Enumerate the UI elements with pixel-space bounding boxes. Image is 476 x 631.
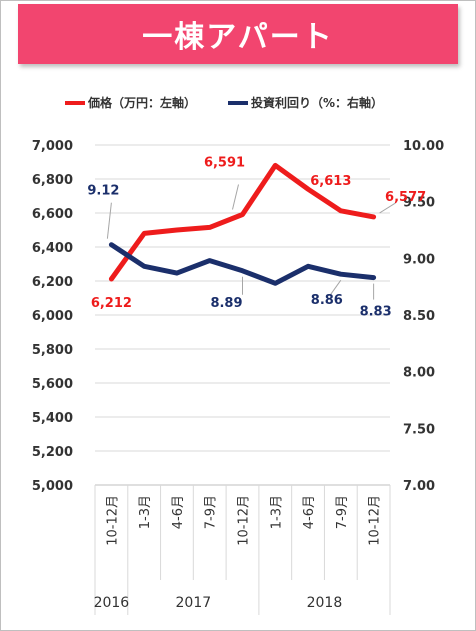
series-line — [108, 242, 377, 286]
right-tick-label: 8.50 — [403, 309, 435, 324]
right-tick-label: 10.00 — [403, 139, 444, 154]
x-tick-label: 10-12月 — [105, 495, 120, 546]
data-label: 6,613 — [310, 174, 351, 189]
series-line — [108, 162, 377, 282]
data-label: 8.89 — [210, 296, 242, 311]
data-label: 6,577 — [385, 190, 426, 205]
data-label: 6,591 — [204, 156, 245, 171]
left-tick-label: 5,600 — [32, 377, 73, 392]
data-label: 8.83 — [360, 305, 392, 320]
legend-label: 投資利回り（%：右軸） — [251, 95, 383, 110]
right-tick-label: 7.50 — [403, 422, 435, 437]
x-tick-label: 4-6月 — [171, 495, 186, 529]
x-tick-label: 7-9月 — [335, 495, 350, 529]
year-label: 2018 — [307, 595, 343, 611]
left-tick-label: 6,200 — [32, 275, 73, 290]
year-label: 2016 — [94, 595, 130, 611]
x-tick-label: 1-3月 — [269, 495, 284, 529]
data-label-leader — [106, 202, 112, 239]
left-tick-label: 5,000 — [32, 479, 73, 494]
data-label: 6,212 — [91, 296, 132, 311]
right-tick-label: 8.00 — [403, 366, 435, 381]
x-tick-label: 4-6月 — [302, 495, 317, 529]
left-tick-label: 6,400 — [32, 241, 73, 256]
data-label: 8.86 — [311, 293, 343, 308]
right-tick-label: 9.00 — [403, 252, 435, 267]
left-tick-label: 6,600 — [32, 207, 73, 222]
left-tick-label: 5,200 — [32, 445, 73, 460]
data-label-leader — [330, 279, 342, 295]
x-tick-label: 1-3月 — [138, 495, 153, 529]
x-tick-label: 10-12月 — [237, 495, 252, 546]
left-tick-label: 6,800 — [32, 173, 73, 188]
legend-label: 価格（万円：左軸） — [87, 95, 196, 110]
chart-title: 一棟アパート — [18, 4, 458, 64]
left-tick-label: 5,800 — [32, 343, 73, 358]
left-tick-label: 5,400 — [32, 411, 73, 426]
year-label: 2017 — [176, 595, 212, 611]
data-label: 9.12 — [87, 184, 119, 199]
x-tick-label: 7-9月 — [204, 495, 219, 529]
data-label-leader — [379, 202, 396, 214]
left-tick-label: 6,000 — [32, 309, 73, 324]
right-tick-label: 7.00 — [403, 479, 435, 494]
right-tick-label: 9.50 — [403, 196, 435, 211]
left-tick-label: 7,000 — [32, 139, 73, 154]
data-label-leader — [232, 184, 239, 210]
x-tick-label: 10-12月 — [368, 495, 383, 546]
